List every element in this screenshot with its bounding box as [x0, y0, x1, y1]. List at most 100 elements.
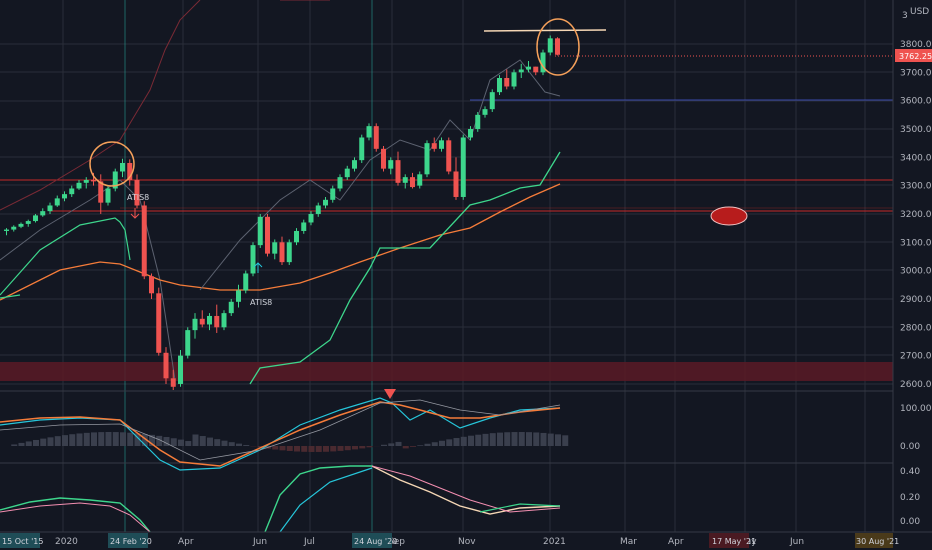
histogram-bar	[533, 432, 540, 446]
candle	[482, 106, 488, 118]
candle	[460, 134, 466, 200]
axis-top-marker: 3	[902, 11, 908, 21]
candle-body	[83, 179, 89, 183]
time-axis-label: Nov	[458, 537, 476, 547]
candle-body	[33, 215, 38, 222]
time-axis-label: Mar	[620, 537, 637, 547]
histogram-bar	[562, 435, 569, 446]
candle	[540, 49, 546, 76]
price-axis-label: 3500.00	[900, 125, 932, 135]
histogram-bar	[192, 434, 199, 446]
candle-body	[352, 160, 357, 169]
histogram-bar	[105, 432, 112, 446]
candle-body	[265, 216, 270, 254]
histogram-bar	[149, 434, 155, 446]
histogram-bar	[18, 442, 25, 446]
candle-body	[40, 211, 46, 216]
candle	[431, 137, 437, 152]
candle	[555, 37, 560, 56]
candle-body	[489, 92, 495, 110]
time-axis-label: 2021	[543, 537, 566, 547]
candle	[417, 171, 423, 189]
candle-body	[221, 313, 227, 328]
osc2-green-tail	[479, 503, 561, 513]
candle	[4, 228, 9, 236]
time-badge-feb20-text: 24 Feb '20	[110, 537, 152, 546]
candle-body	[555, 38, 560, 55]
histogram-bar	[214, 439, 221, 446]
candle	[25, 219, 31, 227]
candle	[286, 239, 292, 265]
signal-label-sell: ATIS8	[127, 193, 149, 202]
candle	[344, 165, 350, 180]
candle-body	[207, 315, 212, 325]
candle-body	[228, 301, 234, 314]
candle	[120, 158, 125, 178]
candle-body	[540, 52, 546, 73]
candle	[424, 140, 430, 178]
candle	[315, 202, 321, 217]
candle	[359, 134, 365, 163]
candle	[366, 123, 372, 141]
histogram-bar	[134, 433, 141, 446]
candle-body	[344, 168, 350, 178]
candle	[112, 168, 118, 192]
candle	[221, 310, 227, 331]
histogram-bar	[286, 446, 293, 452]
candle-body	[18, 223, 24, 227]
candle-body	[134, 179, 140, 206]
osc2-label-000: 0.00	[900, 517, 920, 527]
histogram-bar	[163, 437, 170, 446]
histogram-bar	[91, 432, 97, 446]
histogram-bar	[366, 446, 373, 448]
ema-line	[0, 183, 561, 301]
time-axis-label: Apr	[178, 537, 194, 547]
candles	[4, 35, 560, 390]
candle	[381, 145, 386, 172]
candle	[395, 151, 401, 186]
histogram-bar	[47, 437, 54, 446]
histogram-bar	[460, 436, 467, 446]
candle	[468, 126, 473, 141]
candle	[330, 185, 336, 203]
candle-body	[178, 355, 183, 384]
candle-body	[250, 245, 256, 274]
candle-body	[105, 188, 111, 203]
time-badge-aug20	[352, 533, 392, 548]
time-badge-aug21-text: 30 Aug '21	[856, 537, 899, 546]
candle	[192, 313, 198, 339]
candle	[33, 213, 38, 223]
histogram-bar	[417, 445, 424, 446]
histogram-bar	[540, 432, 547, 446]
candle-body	[388, 160, 394, 169]
candle-body	[431, 143, 437, 149]
price-axis-label: 3700.00	[900, 68, 932, 78]
histogram-bar	[381, 444, 387, 446]
candle	[127, 159, 133, 186]
candle	[489, 89, 495, 112]
candle	[446, 137, 452, 175]
histogram-bar	[40, 438, 47, 446]
histogram-bar	[33, 439, 39, 446]
histogram-bar	[156, 435, 163, 446]
candle-body	[4, 229, 9, 231]
candle	[410, 172, 415, 189]
price-axis-label: 3300.00	[900, 182, 932, 192]
osc2-tan	[371, 465, 561, 515]
histogram-bar	[424, 443, 431, 446]
candle	[337, 174, 343, 192]
histogram-bar	[62, 435, 68, 446]
candle-body	[323, 199, 328, 206]
histogram-bar	[221, 440, 228, 446]
target-marker[interactable]	[710, 206, 748, 226]
time-badge-feb20	[108, 533, 148, 548]
candle	[76, 179, 82, 190]
price-axis-labels: 3800.00 3700.00 3600.00 3500.00 3400.00 3300.…	[900, 40, 932, 390]
candle	[141, 201, 147, 280]
candle-body	[47, 205, 53, 212]
candle-body	[243, 273, 249, 291]
histogram-bar	[526, 432, 532, 446]
candle	[207, 313, 212, 331]
candle-body	[373, 126, 379, 149]
